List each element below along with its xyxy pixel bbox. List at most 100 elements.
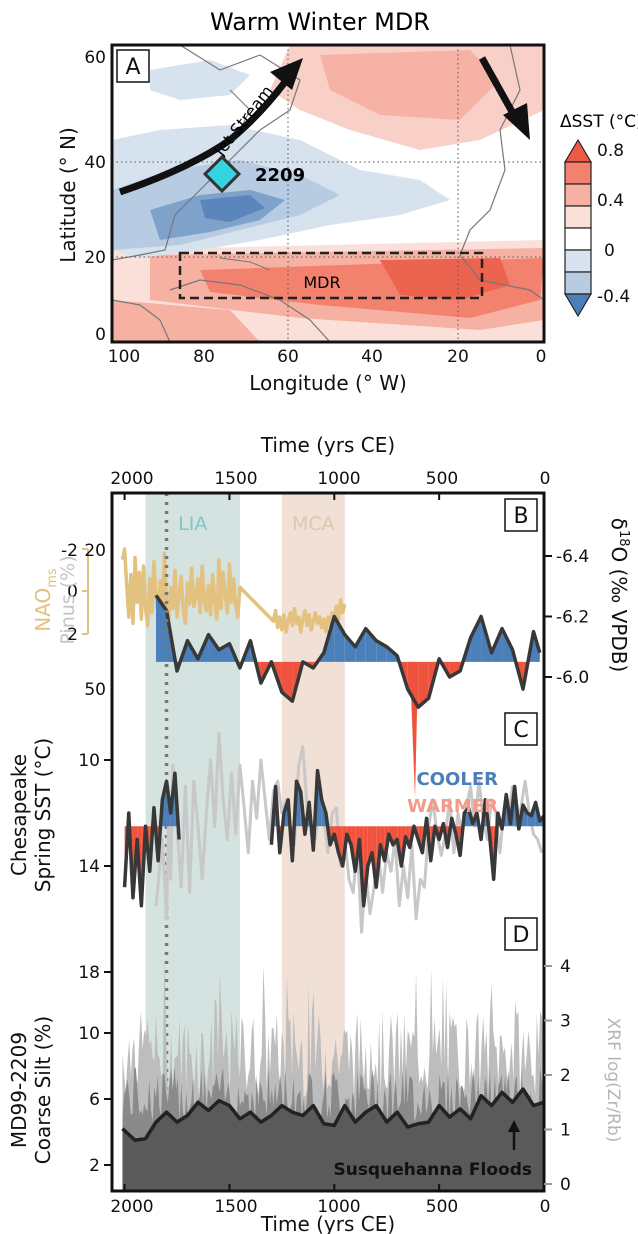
bottom-xtick: 0 [540, 1197, 551, 1217]
nao-axis [82, 548, 89, 635]
d18o-anomaly-area [334, 616, 345, 662]
map-frame [110, 43, 546, 344]
silt-ylabel-line2: Coarse Silt (%) [31, 1016, 55, 1164]
map-xtick: 20 [447, 347, 469, 367]
sst-series-line-1 [269, 768, 544, 908]
top-xticks: 2000 1500 1000 500 0 [110, 469, 550, 489]
top-xtick: 1000 [317, 469, 360, 489]
site-label: 2209 [255, 165, 305, 186]
colorbar-tick: 0.4 [597, 191, 624, 211]
d18o-series-line [154, 594, 542, 709]
sst-series-line-0 [122, 771, 181, 908]
panel-d-box [504, 917, 538, 951]
panel-a-label: A [125, 55, 140, 80]
pinus-tick: 20 [84, 541, 106, 561]
silt-axis: 10 6 2 [78, 1024, 112, 1176]
nao-series-line [120, 547, 347, 634]
map-ylabel: Latitude (° N) [56, 127, 80, 263]
silt-ylabel-line1: MD99-2209 [7, 1032, 31, 1148]
bottom-xlabel: Time (yrs CE) [260, 1212, 395, 1234]
bottom-xtick: 1500 [214, 1197, 257, 1217]
flood-arrowhead-icon [508, 1120, 520, 1132]
nao-tick: 2 [67, 625, 78, 645]
sst-tick-label: 14 [78, 857, 100, 877]
silt-tick-label: 2 [89, 1156, 100, 1176]
mca-label: MCA [292, 513, 335, 535]
top-xtick: 2000 [110, 469, 153, 489]
d18o-anomaly-area [156, 595, 167, 662]
nao-axis-label-sub: ms [45, 568, 60, 588]
bottom-xticks: 2000 1500 1000 500 0 [110, 1197, 550, 1217]
colorbar [563, 138, 593, 318]
panel-c-label: C [513, 718, 528, 743]
nao-tick: 0 [67, 582, 78, 602]
xrf-axis-label: XRF log(Zr/Rb) [603, 1018, 623, 1143]
bottom-xtick: 500 [426, 1197, 458, 1217]
d18o-axis: -6.4 -6.2 -6.0 [544, 547, 589, 688]
top-xtick: 500 [426, 469, 458, 489]
warmer-label: WARMER [407, 796, 498, 817]
d18o-tick-label: -6.0 [556, 668, 589, 688]
d18o-anomaly-area [470, 616, 482, 662]
d18o-anomaly-area [281, 661, 293, 702]
silt-tick-label: 6 [89, 1090, 100, 1110]
x-tick-marks [123, 493, 545, 1191]
pinus-axis-label: Pinus (%) [57, 555, 79, 644]
panel-b-box [504, 498, 538, 532]
xrf-tick-label: 0 [560, 1175, 571, 1195]
d18o-anomaly-area [449, 661, 461, 677]
mdr-box [178, 251, 484, 300]
silt-smooth-fill [122, 1089, 544, 1191]
timeseries-marks [120, 493, 544, 1191]
sst-ylabel-line2: Spring SST (°C) [31, 738, 55, 892]
silt-smooth-line [121, 1087, 544, 1142]
site-marker-icon [202, 154, 242, 194]
colorbar-tick: -0.4 [597, 287, 630, 307]
d18o-tick-label: -6.2 [556, 608, 589, 628]
top-xtick: 0 [540, 469, 551, 489]
nao-tick: -2 [61, 541, 78, 561]
sst-tick-label: 10 [78, 751, 100, 771]
floods-label: Susquehanna Floods [333, 1160, 532, 1180]
map-ytick: 60 [84, 48, 106, 68]
map-xticks: 100 80 60 40 20 0 [108, 347, 547, 367]
panel-d-label: D [513, 923, 530, 948]
d18o-anomaly-area [418, 661, 429, 708]
xrf-tick-label: 1 [560, 1121, 571, 1141]
pinus-tick: 50 [84, 680, 106, 700]
map-xtick: 40 [361, 347, 383, 367]
map-ytick: 0 [95, 325, 106, 345]
colorbar-tick: 0 [604, 241, 615, 261]
d18o-axis-label-sup: 18 [616, 530, 631, 547]
colorbar-ticks: 0.8 0.4 0 -0.4 [597, 141, 630, 307]
bottom-xtick: 2000 [110, 1197, 153, 1217]
map-ytick: 20 [84, 248, 106, 268]
top-xtick: 1500 [214, 469, 257, 489]
d18o-anomaly-area [344, 634, 356, 662]
d18o-anomaly-area [218, 643, 230, 662]
panel-b-label: B [513, 504, 528, 529]
nao-axis-label-main: NAO [31, 588, 55, 632]
d18o-axis-label-rest: O (‰ VPDB) [607, 547, 631, 673]
map-xtick: 60 [277, 347, 299, 367]
panel-c-box [504, 712, 538, 746]
map-title: Warm Winter MDR [210, 8, 430, 36]
map-yticks: 60 40 20 0 [84, 48, 106, 345]
map-xtick: 100 [108, 347, 140, 367]
sst-tick-label: 18 [78, 963, 100, 983]
map-xlabel: Longitude (° W) [249, 371, 407, 395]
xrf-tick-label: 2 [560, 1066, 571, 1086]
map-xtick: 0 [536, 347, 547, 367]
mdr-label: MDR [303, 273, 340, 292]
d18o-anomaly-area [365, 628, 377, 662]
colorbar-title: ΔSST (°C) [560, 112, 638, 132]
ne-arrow [478, 56, 519, 119]
lia-label: LIA [178, 513, 207, 535]
sst-axis: 10 14 18 [78, 751, 112, 983]
cooler-label: COOLER [417, 769, 499, 790]
d18o-anomaly-area [355, 628, 366, 662]
xrf-axis: 4 3 2 1 0 [544, 957, 571, 1195]
bottom-xtick: 1000 [317, 1197, 360, 1217]
timeseries-frame [110, 491, 546, 1193]
